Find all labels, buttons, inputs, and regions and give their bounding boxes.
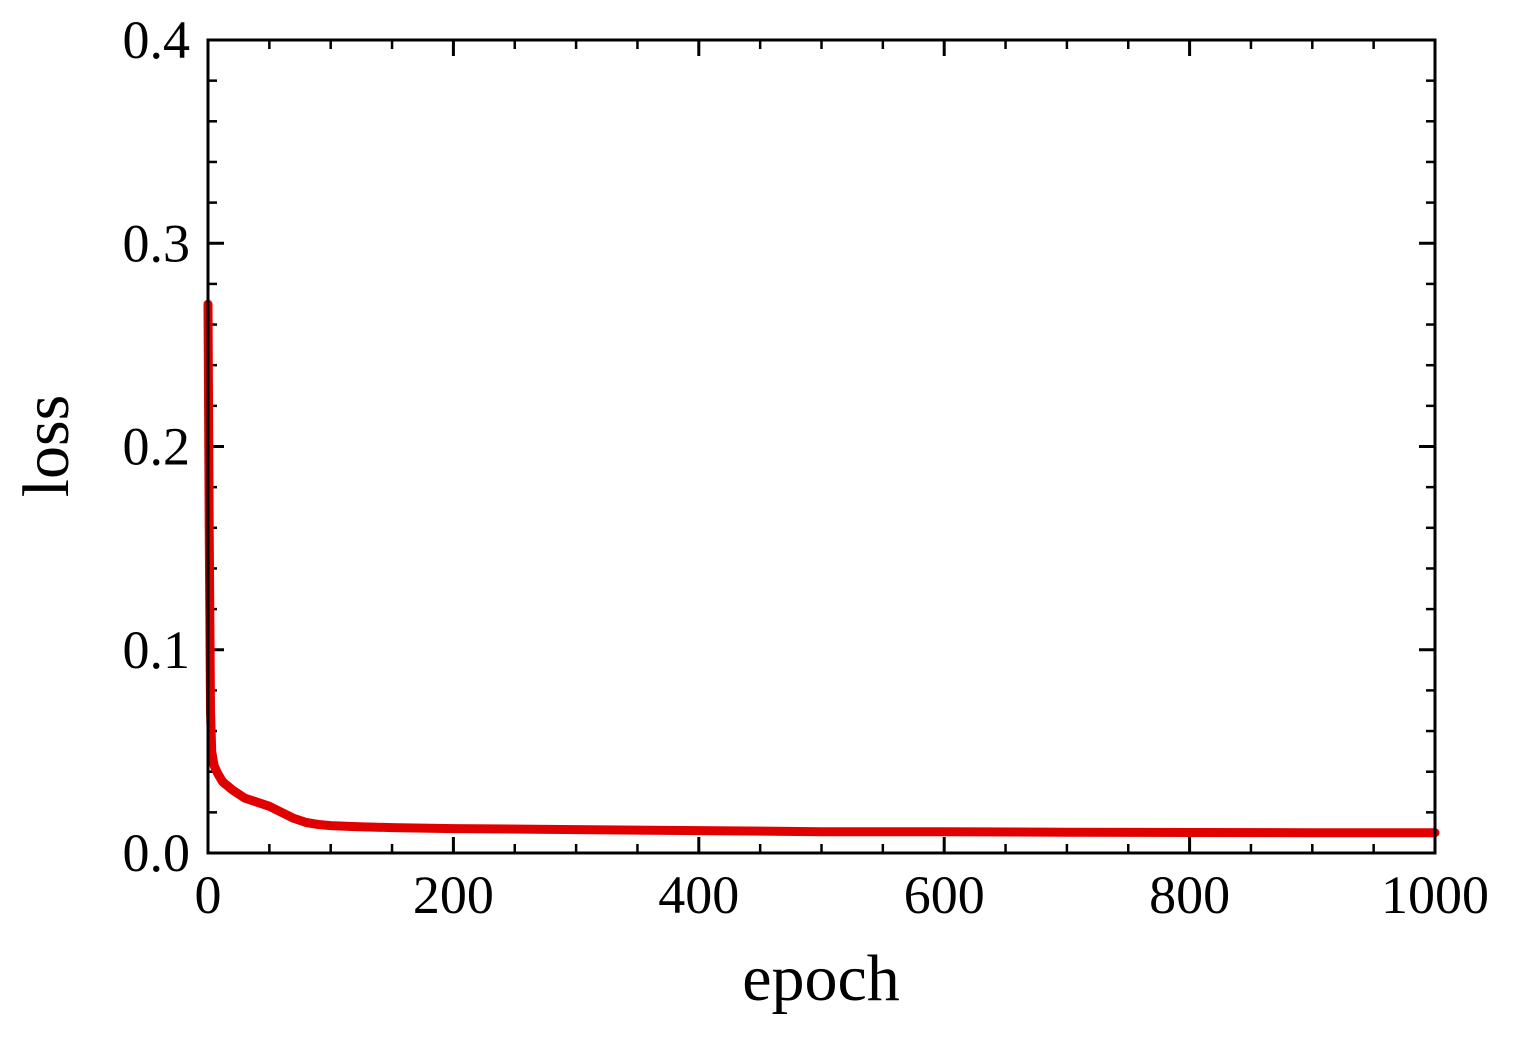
x-tick-label: 0 bbox=[195, 865, 222, 925]
plot-frame bbox=[206, 38, 1437, 855]
axis-ticks bbox=[206, 38, 1437, 855]
x-tick-label: 400 bbox=[658, 865, 739, 925]
x-tick-label: 200 bbox=[413, 865, 494, 925]
y-tick-label: 0.4 bbox=[123, 10, 191, 70]
x-tick-label: 800 bbox=[1149, 865, 1230, 925]
y-axis-label: loss bbox=[10, 395, 83, 498]
y-tick-label: 0.1 bbox=[123, 620, 191, 680]
x-tick-label: 1000 bbox=[1381, 865, 1489, 925]
y-tick-label: 0.3 bbox=[123, 213, 191, 273]
tick-labels: 0 200 400 600 800 1000 0.0 0.1 0.2 0.3 0.4 bbox=[123, 10, 1490, 925]
series-group bbox=[203, 299, 1440, 838]
y-tick-label: 0.2 bbox=[123, 417, 191, 477]
x-tick-label: 600 bbox=[904, 865, 985, 925]
loss-line bbox=[203, 299, 1440, 838]
y-tick-label: 0.0 bbox=[123, 823, 191, 883]
x-axis-label: epoch bbox=[742, 942, 900, 1015]
